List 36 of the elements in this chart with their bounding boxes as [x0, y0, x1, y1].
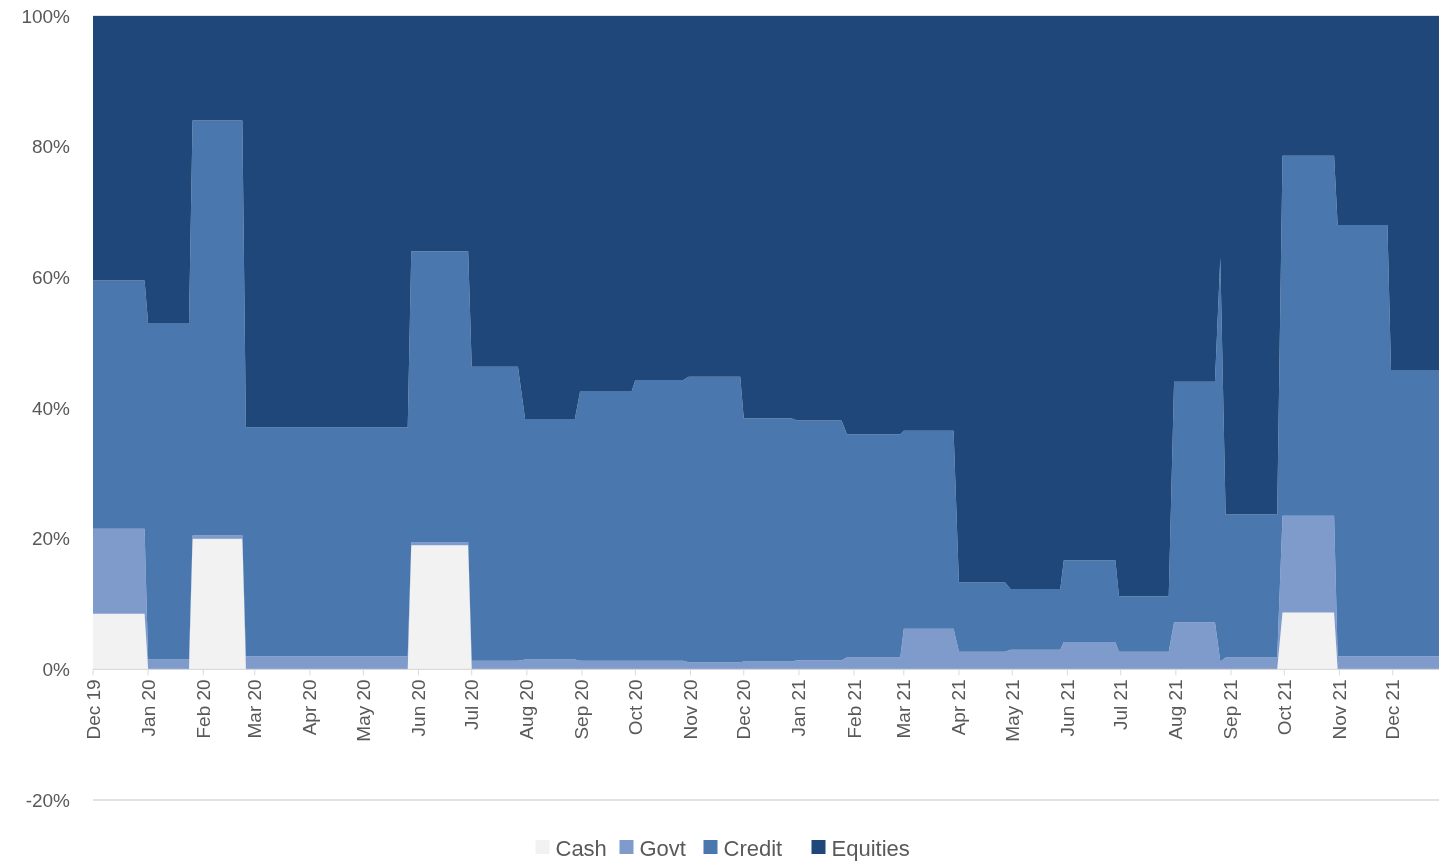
y-tick-label: -20% — [25, 789, 71, 811]
x-tick-label: Apr 21 — [948, 679, 970, 736]
x-tick-label: May 20 — [352, 679, 374, 742]
y-tick-label: 20% — [31, 528, 71, 550]
x-tick-label: Feb 20 — [192, 679, 214, 739]
legend-label: Govt — [639, 835, 686, 861]
x-tick-label: Jul 20 — [461, 679, 483, 731]
x-tick-label: Nov 21 — [1328, 679, 1350, 740]
x-tick-label: Mar 21 — [893, 679, 915, 739]
x-tick-label: Aug 21 — [1165, 679, 1187, 740]
x-tick-label: Aug 20 — [516, 679, 538, 740]
legend-label: Cash — [555, 835, 607, 861]
x-tick-label: Mar 20 — [244, 679, 266, 739]
y-tick-label: 60% — [31, 266, 71, 288]
x-tick-label: Jun 21 — [1056, 679, 1078, 737]
x-tick-label: Jan 20 — [137, 679, 159, 737]
x-tick-label: Dec 20 — [733, 679, 755, 740]
y-tick-label: 40% — [31, 397, 71, 419]
x-tick-label: Apr 20 — [299, 679, 321, 736]
x-tick-label: Jan 21 — [788, 679, 810, 737]
x-tick-label: May 21 — [1001, 679, 1023, 742]
legend-label: Credit — [723, 835, 783, 861]
x-tick-label: Feb 21 — [843, 679, 865, 739]
y-tick-label: 0% — [42, 658, 71, 680]
x-tick-label: Jul 21 — [1110, 679, 1132, 731]
x-tick-label: Sep 20 — [571, 679, 593, 740]
x-tick-label: Oct 20 — [624, 679, 646, 736]
legend-label: Equities — [831, 835, 910, 861]
y-tick-label: 80% — [31, 136, 71, 158]
x-tick-label: Dec 21 — [1382, 679, 1404, 740]
x-tick-label: Oct 21 — [1273, 679, 1295, 736]
y-tick-label: 100% — [21, 5, 71, 27]
x-tick-label: Nov 20 — [679, 679, 701, 740]
x-tick-label: Dec 19 — [82, 679, 104, 740]
x-tick-label: Jun 20 — [407, 679, 429, 737]
x-tick-label: Sep 21 — [1220, 679, 1242, 740]
